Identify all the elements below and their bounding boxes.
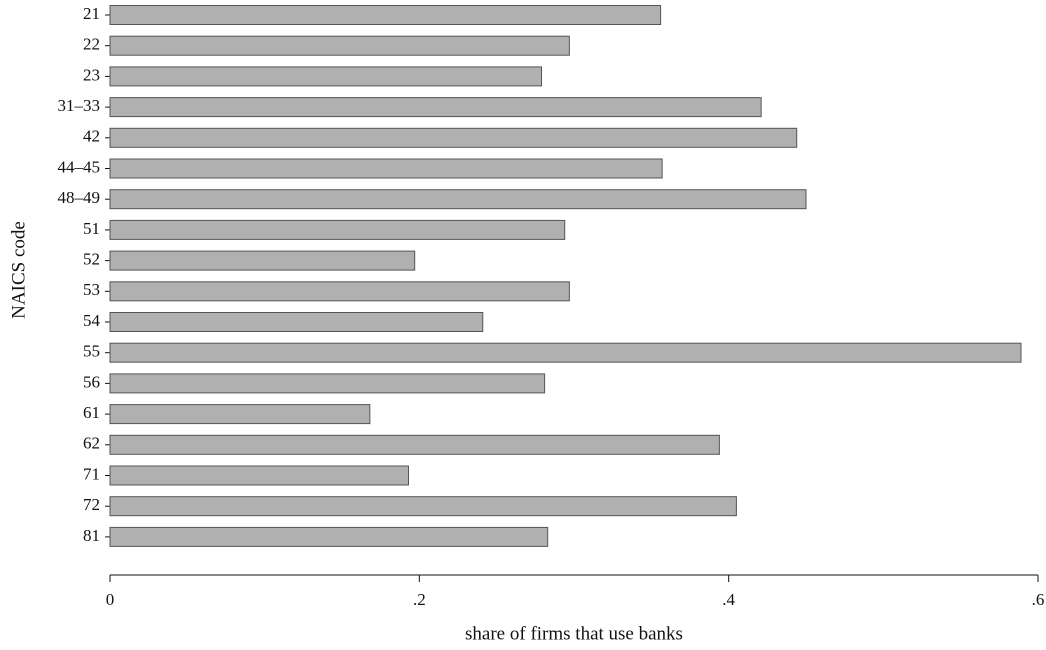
y-tick-label: 44–45 [58,157,101,176]
y-tick-label: 54 [83,311,101,330]
bar [109,342,1022,363]
y-tick-label: 31–33 [58,96,101,115]
y-tick-label: 62 [83,434,100,453]
bar [109,5,662,25]
bar [109,158,663,179]
bar [109,434,720,455]
y-tick-label: 81 [83,526,100,545]
y-tick-label: 42 [83,127,100,146]
bar [109,373,546,394]
x-tick-label: .4 [722,590,735,609]
y-tick-label: 21 [83,4,100,23]
bar [109,189,807,210]
bar [109,526,549,547]
bar [109,250,416,271]
y-tick-label: 72 [83,495,100,514]
x-tick-label: .2 [413,590,426,609]
x-axis-title: share of firms that use banks [465,623,683,644]
y-tick-label: 52 [83,250,100,269]
y-tick-label: 55 [83,342,100,361]
y-tick-label: 22 [83,35,100,54]
bar [109,35,570,56]
y-tick-label: 61 [83,403,100,422]
bar [109,465,410,486]
y-tick-label: 48–49 [58,188,101,207]
bar [109,97,762,118]
y-tick-label: 53 [83,280,100,299]
y-tick-label: 71 [83,464,100,483]
bar [109,127,798,148]
bar [109,281,570,302]
bar [109,219,566,240]
y-tick-label: 56 [83,372,100,391]
y-axis-title: NAICS code [8,221,29,319]
bar [109,66,543,87]
bar [109,312,484,332]
bar [109,404,371,425]
x-tick-label: 0 [106,590,115,609]
y-tick-label: 51 [83,219,100,238]
y-tick-label: 23 [83,65,100,84]
bar [109,496,737,517]
x-tick-label: .6 [1032,590,1045,609]
